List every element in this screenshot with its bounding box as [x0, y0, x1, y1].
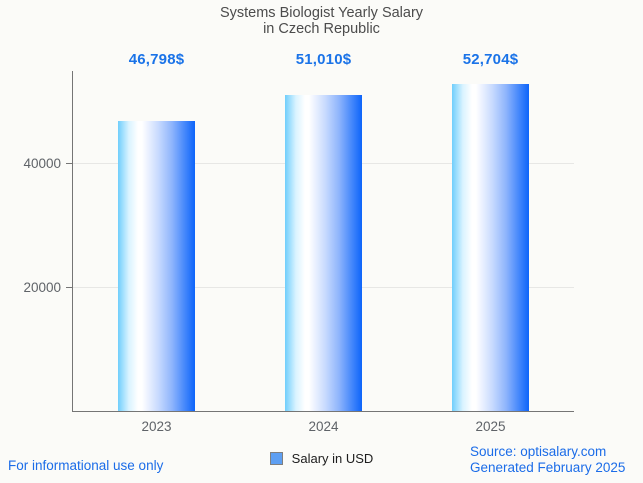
bar[interactable] — [285, 94, 362, 411]
x-axis-label: 2023 — [141, 419, 172, 434]
chart-title-line2: in Czech Republic — [263, 20, 380, 37]
legend: Salary in USD — [0, 451, 643, 466]
y-tick-label: 20000 — [23, 280, 61, 296]
y-tick-label: 40000 — [23, 156, 61, 172]
legend-swatch-icon — [269, 452, 283, 465]
generated-text: Generated February 2025 — [470, 460, 626, 475]
x-axis-label: 2025 — [475, 419, 506, 434]
bar[interactable] — [118, 120, 195, 411]
bar-value-label: 52,704$ — [462, 51, 519, 68]
source-text: Source: optisalary.com — [470, 444, 607, 459]
y-axis-tick — [66, 162, 73, 164]
bar-value-label: 46,798$ — [128, 51, 185, 68]
chart-title: Systems Biologist Yearly Salary in Czech… — [0, 5, 643, 37]
chart-title-line1: Systems Biologist Yearly Salary — [219, 5, 424, 21]
x-axis-label: 2024 — [308, 419, 339, 434]
y-axis-tick — [66, 286, 73, 288]
source-block: Source: optisalary.com Generated Februar… — [470, 444, 625, 476]
plot-area: 20000 40000 46,798$ 2023 51,010$ 2024 52,704$ 2… — [23, 51, 574, 434]
disclaimer-text: For informational use only — [8, 458, 164, 473]
legend-label: Salary in USD — [291, 451, 374, 466]
bar[interactable] — [452, 84, 529, 411]
legend-item-salary[interactable]: Salary in USD — [269, 451, 374, 466]
bar-value-label: 51,010$ — [295, 51, 352, 68]
